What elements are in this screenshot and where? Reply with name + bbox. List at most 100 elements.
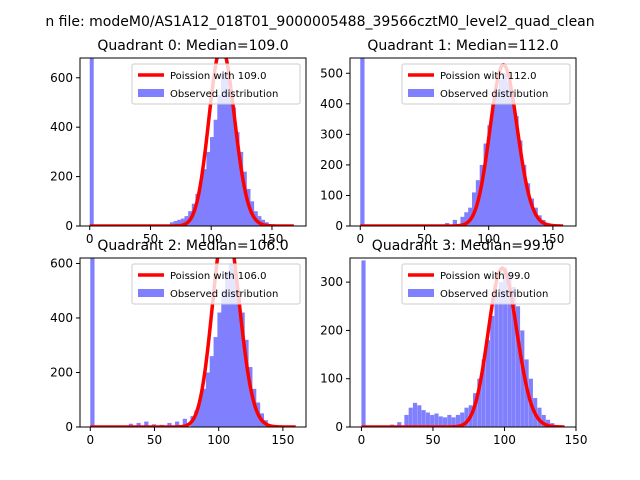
subplot-title: Quadrant 0: Median=109.0 (97, 38, 288, 54)
hist-bar (545, 419, 551, 427)
hist-bar (360, 58, 365, 226)
legend-box (401, 263, 571, 305)
x-tick-label: 150 (541, 232, 564, 246)
hist-bar (89, 58, 94, 226)
hist-bar (455, 414, 460, 427)
y-tick-label: 200 (50, 170, 73, 184)
hist-bar (209, 356, 214, 427)
hist-bar (494, 296, 499, 427)
hist-bar (210, 137, 215, 226)
hist-bar (520, 330, 525, 427)
hist-bar (477, 378, 482, 427)
y-tick-label: 0 (335, 219, 343, 233)
hist-bar (232, 268, 238, 427)
hist-bar (180, 218, 185, 226)
x-tick-label: 50 (425, 433, 440, 447)
hist-bar (430, 414, 435, 427)
x-tick-label: 100 (200, 232, 223, 246)
hist-bar (507, 272, 512, 427)
hist-bar (479, 164, 484, 226)
y-tick-label: 200 (50, 365, 73, 379)
hist-bar (417, 405, 422, 427)
legend-bar-swatch (408, 289, 434, 297)
subplot-title: Quadrant 2: Median=106.0 (97, 238, 288, 254)
subplot-2: 0 50 100 150 0 200 400 600 Quadrant 2: Median=10… (50, 238, 307, 447)
y-tick-label: 200 (320, 323, 343, 337)
hist-bar (228, 87, 233, 226)
y-tick-label: 100 (320, 372, 343, 386)
hist-bar (175, 421, 180, 427)
legend-bar-swatch (138, 289, 164, 297)
y-tick-label: 400 (50, 311, 73, 325)
hist-bar (498, 282, 503, 427)
legend-line-label: Poission with 106.0 (170, 271, 266, 282)
hist-bar (213, 119, 218, 226)
hist-bar (490, 315, 495, 427)
y-tick-label: 300 (320, 275, 343, 289)
legend-line-label: Poission with 99.0 (440, 271, 530, 282)
hist-bar (220, 72, 225, 226)
x-tick-label: 50 (143, 232, 158, 246)
hist-bar (198, 399, 203, 427)
hist-bar (213, 337, 218, 427)
y-tick-label: 0 (65, 219, 73, 233)
legend-bar-swatch (408, 89, 434, 97)
subplot-0: 0 50 100 150 0 200 400 600 Quadrant 0: Median=10… (50, 38, 307, 246)
legend-bar-label: Observed distribution (170, 289, 278, 300)
axes-frame (79, 57, 307, 227)
hist-bar (182, 418, 187, 427)
y-tick-label: 400 (50, 120, 73, 134)
x-tick-label: 50 (417, 232, 432, 246)
x-tick-label: 0 (86, 433, 94, 447)
hist-bar (136, 422, 141, 427)
hist-bar (425, 412, 430, 427)
hist-bar (397, 422, 402, 427)
hist-bar (491, 103, 496, 226)
legend-line-label: Poission with 112.0 (440, 71, 536, 82)
x-tick-label: 100 (477, 232, 500, 246)
hist-bar (506, 82, 511, 226)
hist-bar (541, 414, 546, 427)
hist-bar (464, 407, 469, 427)
hist-bar (451, 417, 456, 427)
y-tick-label: 0 (65, 420, 73, 434)
x-tick-label: 150 (261, 232, 284, 246)
hist-bar (460, 412, 465, 427)
hist-bar (438, 416, 443, 427)
hist-bar (460, 216, 465, 226)
legend-bar-label: Observed distribution (440, 289, 548, 300)
hist-bar (515, 306, 521, 427)
hist-bar (447, 414, 452, 427)
hist-bar (518, 140, 523, 226)
hist-bar (511, 286, 516, 427)
hist-bar (144, 421, 149, 427)
x-tick-label: 100 (493, 433, 516, 447)
axes-frame (349, 257, 577, 428)
hist-bar (421, 410, 426, 427)
x-tick-label: 150 (565, 433, 588, 447)
hist-bar (452, 219, 457, 226)
hist-bar (464, 212, 469, 226)
hist-bar (529, 198, 535, 226)
hist-bar (236, 290, 241, 427)
hist-bar (173, 221, 178, 226)
hist-bar (231, 107, 236, 226)
hist-bar (217, 312, 222, 427)
poisson-line (360, 266, 566, 427)
subplot-title: Quadrant 3: Median=99.0 (372, 238, 554, 254)
hist-bar (217, 95, 222, 226)
hist-bar (503, 267, 508, 427)
hist-bar (495, 91, 500, 226)
y-tick-label: 600 (50, 256, 73, 270)
hist-bar (242, 171, 247, 226)
hist-bar (434, 413, 439, 427)
legend-line-label: Poission with 109.0 (170, 71, 266, 82)
hist-bar (510, 97, 515, 226)
hist-bar (502, 73, 508, 226)
legend-bar-label: Observed distribution (170, 89, 278, 100)
hist-bar (224, 77, 229, 226)
subplot-1: 0 50 100 150 0 100 200 300 400 500 Quadrant 1: Med… (320, 38, 577, 246)
x-tick-label: 0 (356, 232, 364, 246)
y-tick-label: 200 (320, 158, 343, 172)
